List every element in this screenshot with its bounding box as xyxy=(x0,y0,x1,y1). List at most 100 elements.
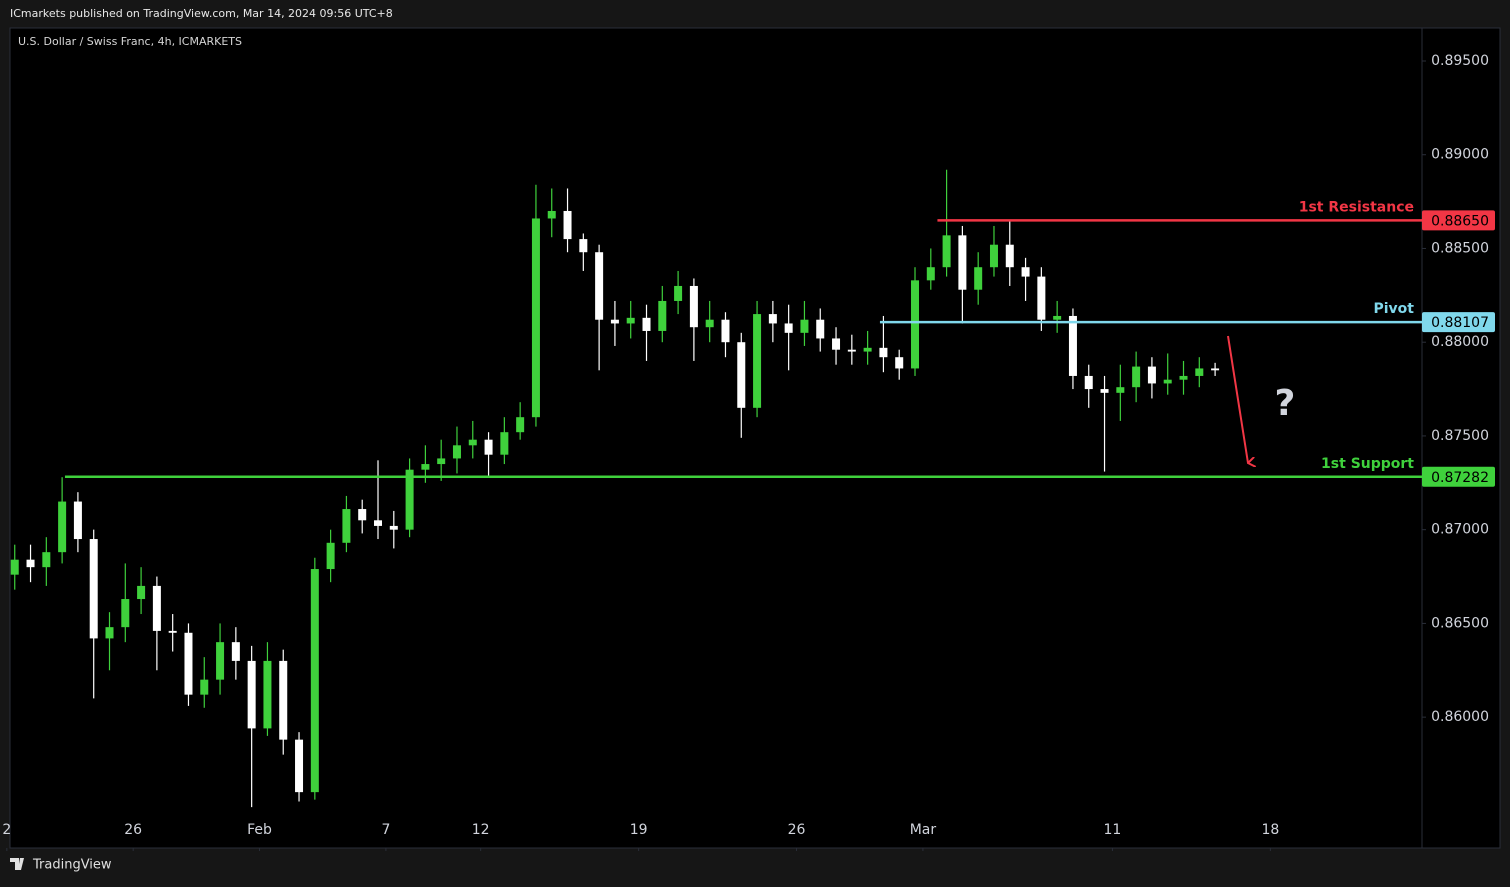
candle-body xyxy=(974,267,983,290)
candle-body xyxy=(42,552,51,568)
candle-body xyxy=(768,314,777,324)
candle-body xyxy=(1068,315,1077,376)
candle-body xyxy=(484,439,493,455)
candle-body xyxy=(610,319,619,324)
candle-body xyxy=(579,239,588,253)
candle-body xyxy=(247,660,256,729)
price-tag-label: 0.88107 xyxy=(1431,315,1489,331)
candle-body xyxy=(121,599,130,628)
candle-body xyxy=(342,509,351,543)
candle-body xyxy=(137,585,146,600)
candle-body xyxy=(1132,366,1141,388)
candle-body xyxy=(358,509,367,521)
candle-body xyxy=(1053,315,1062,320)
price-tag xyxy=(1422,210,1495,231)
candle-body xyxy=(389,525,398,530)
candle-body xyxy=(326,542,335,570)
x-tick-label: 26 xyxy=(788,822,806,838)
footer-text: TradingView xyxy=(32,858,112,873)
x-tick-label: 19 xyxy=(630,822,648,838)
candle-body xyxy=(737,342,746,408)
candle-body xyxy=(1037,276,1046,320)
y-tick-label: 0.88500 xyxy=(1431,240,1489,256)
price-tag xyxy=(1422,312,1495,333)
candle-body xyxy=(832,338,841,350)
candle-body xyxy=(1195,368,1204,376)
x-tick-label: Feb xyxy=(247,822,272,838)
header-text: ICmarkets published on TradingView.com, … xyxy=(10,7,393,20)
chart-title: U.S. Dollar / Swiss Franc, 4h, ICMARKETS xyxy=(18,35,242,48)
candle-body xyxy=(911,280,920,369)
x-tick-label: 2 xyxy=(2,822,11,838)
candle-body xyxy=(1084,375,1093,390)
candle-body xyxy=(1211,368,1220,371)
candle-body xyxy=(942,235,951,268)
candle-body xyxy=(421,464,430,470)
x-tick-label: 7 xyxy=(381,822,390,838)
chart-pane xyxy=(9,27,1501,849)
candle-body xyxy=(626,317,635,324)
candle-body xyxy=(310,569,319,793)
candle-body xyxy=(863,347,872,352)
candle-body xyxy=(895,357,904,369)
y-tick-label: 0.86500 xyxy=(1431,615,1489,631)
candle-body xyxy=(295,739,304,793)
candle-body xyxy=(216,642,225,680)
candle-body xyxy=(547,210,556,219)
candle-body xyxy=(1116,387,1125,393)
candle-body xyxy=(468,439,477,446)
candle-body xyxy=(516,417,525,433)
candle-body xyxy=(879,347,888,358)
candle-body xyxy=(989,244,998,268)
candle-body xyxy=(847,349,856,352)
x-tick-label: Mar xyxy=(910,822,937,838)
candle-body xyxy=(784,323,793,333)
candle-body xyxy=(642,317,651,331)
candle-body xyxy=(405,469,414,530)
candle-body xyxy=(595,252,604,320)
arrow xyxy=(1227,335,1248,463)
candle-body xyxy=(437,458,446,465)
price-tag-label: 0.87282 xyxy=(1431,470,1489,486)
candle-body xyxy=(958,235,967,290)
candle-body xyxy=(1179,375,1188,380)
candle-body xyxy=(200,679,209,695)
candle-body xyxy=(531,218,540,418)
y-tick-label: 0.88000 xyxy=(1431,334,1489,350)
candle-body xyxy=(1163,379,1172,384)
candle-body xyxy=(105,627,114,639)
level-name: Pivot xyxy=(1374,301,1415,317)
candle-body xyxy=(452,445,461,459)
y-tick-label: 0.87000 xyxy=(1431,522,1489,538)
candle-body xyxy=(721,319,730,343)
candle-body xyxy=(563,210,572,240)
candle-body xyxy=(168,630,177,633)
candle-body xyxy=(800,319,809,333)
candle-body xyxy=(705,319,714,328)
candle-body xyxy=(1147,366,1156,384)
candle-body xyxy=(689,285,698,328)
candle-body xyxy=(152,585,161,631)
candle-body xyxy=(1021,267,1030,277)
y-tick-label: 0.87500 xyxy=(1431,428,1489,444)
x-tick-label: 26 xyxy=(124,822,142,838)
tv-logo: TradingView xyxy=(10,858,112,873)
y-tick-label: 0.89500 xyxy=(1431,53,1489,69)
price-tag-label: 0.88650 xyxy=(1431,213,1489,229)
candle-body xyxy=(674,285,683,301)
candle-body xyxy=(753,314,762,408)
candle-body xyxy=(73,501,82,540)
candle-body xyxy=(10,559,19,575)
x-tick-label: 12 xyxy=(472,822,490,838)
y-tick-label: 0.86000 xyxy=(1431,709,1489,725)
candle-body xyxy=(1100,389,1109,393)
price-tag xyxy=(1422,466,1495,487)
annotation: ? xyxy=(1275,383,1296,424)
candle-body xyxy=(926,267,935,281)
candle-body xyxy=(231,642,240,661)
level-name: 1st Resistance xyxy=(1299,199,1414,215)
candle-body xyxy=(658,300,667,331)
candle-body xyxy=(500,432,509,455)
